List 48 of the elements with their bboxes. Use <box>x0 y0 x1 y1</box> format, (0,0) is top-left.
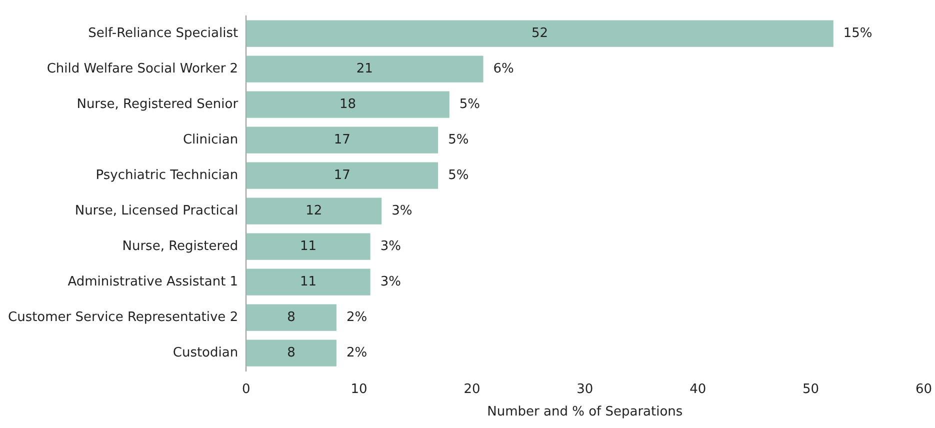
bar <box>246 20 834 47</box>
y-tick-label: Self-Reliance Specialist <box>88 26 238 41</box>
bar <box>246 304 336 331</box>
annotation: 5% <box>448 168 469 183</box>
x-tick-label: 40 <box>690 382 706 397</box>
data-label: 11 <box>300 274 316 290</box>
annotation: 2% <box>346 310 368 325</box>
data-label: 18 <box>339 96 356 112</box>
bar <box>246 126 438 154</box>
data-label: 8 <box>287 310 296 325</box>
bar <box>246 340 336 366</box>
y-tick-label: Nurse, Registered Senior <box>76 96 239 112</box>
bar <box>246 162 438 189</box>
bar <box>246 268 370 296</box>
data-label: 21 <box>356 61 373 76</box>
annotation: 3% <box>392 203 412 218</box>
x-tick-label: 30 <box>576 382 594 397</box>
data-label: 52 <box>531 26 548 41</box>
annotation: 5% <box>448 132 469 148</box>
x-axis-title: Number and % of Separations <box>487 404 683 420</box>
annotation: 2% <box>346 345 368 360</box>
x-tick-label: 60 <box>915 382 932 397</box>
data-label: 12 <box>306 203 322 218</box>
x-tick-label: 0 <box>242 382 250 397</box>
data-label: 17 <box>334 168 350 183</box>
data-label: 11 <box>300 238 316 254</box>
y-tick-label: Psychiatric Technician <box>96 168 238 183</box>
bar <box>246 91 450 118</box>
data-label: 17 <box>334 132 350 148</box>
annotation: 5% <box>459 96 480 112</box>
x-tick-label: 20 <box>464 382 480 397</box>
annotation: 3% <box>380 274 401 290</box>
y-tick-label: Nurse, Licensed Practical <box>74 203 238 218</box>
y-tick-label: Administrative Assistant 1 <box>68 274 238 290</box>
y-tick-label: Customer Service Representative 2 <box>8 310 238 325</box>
annotation: 15% <box>843 26 872 41</box>
annotation: 3% <box>380 238 401 254</box>
y-tick-label: Custodian <box>172 345 238 360</box>
annotation: 6% <box>493 61 514 76</box>
y-tick-label: Clinician <box>182 132 238 148</box>
y-tick-label: Nurse, Registered <box>122 238 238 254</box>
bar <box>246 198 382 224</box>
x-tick-label: 50 <box>802 382 820 397</box>
bar <box>246 233 370 260</box>
y-tick-label: Child Welfare Social Worker 2 <box>46 61 238 76</box>
bar <box>246 56 484 82</box>
x-tick-label: 10 <box>350 382 368 397</box>
data-label: 8 <box>287 345 296 360</box>
